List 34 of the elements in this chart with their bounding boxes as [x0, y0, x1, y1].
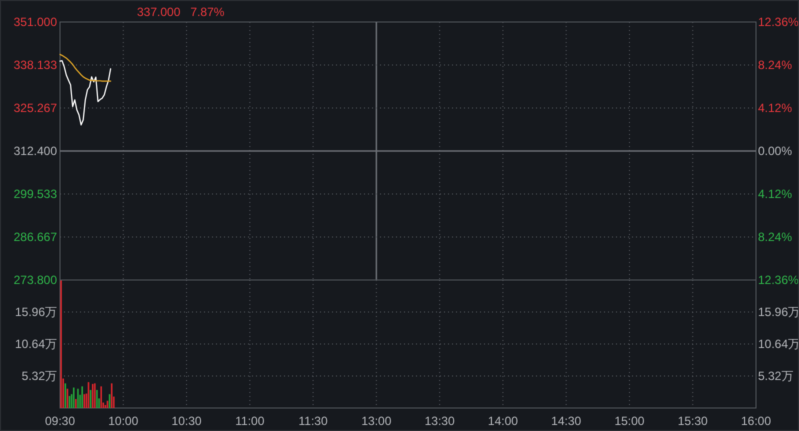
x-tick-label: 14:00	[488, 414, 518, 428]
y2-tick-label: 12.36%	[758, 273, 799, 287]
x-tick-label: 13:00	[361, 414, 392, 428]
x-tick-label: 15:30	[678, 414, 708, 428]
x-tick-label: 13:30	[424, 414, 455, 428]
x-tick-label: 10:30	[172, 414, 202, 428]
x-tick-label: 10:00	[108, 414, 139, 428]
y2-tick-label: 0.00%	[758, 144, 792, 158]
x-tick-label: 11:30	[298, 414, 328, 428]
y2-tick-label: 4.12%	[758, 101, 792, 115]
y2-tick-label: 8.24%	[758, 230, 792, 244]
line-series	[59, 54, 112, 82]
text: 7.87%	[190, 5, 225, 19]
text: 337.000	[137, 5, 181, 19]
y2-tick-label: 8.24%	[758, 58, 792, 72]
y-tick-label: 325.267	[14, 101, 58, 115]
y-tick-label: 351.000	[14, 15, 58, 29]
y-tick-label: 15.96万	[14, 305, 57, 319]
y-tick-label: 10.64万	[14, 337, 57, 351]
y-tick-label: 312.400	[14, 144, 58, 158]
y2-tick-label: 5.32万	[758, 369, 794, 383]
y2-tick-label: 4.12%	[758, 187, 792, 201]
y-tick-label: 286.667	[14, 230, 58, 244]
y-tick-label: 5.32万	[22, 369, 57, 383]
x-tick-label: 15:00	[614, 414, 645, 428]
line-series	[59, 60, 112, 126]
x-tick-label: 09:30	[44, 414, 76, 428]
x-tick-label: 14:30	[551, 414, 582, 428]
y2-tick-label: 12.36%	[758, 15, 799, 29]
y-tick-label: 338.133	[14, 58, 58, 72]
y-tick-label: 273.800	[14, 273, 58, 287]
y-tick-label: 299.533	[14, 187, 58, 201]
x-tick-label: 11:00	[235, 414, 265, 428]
x-tick-label: 16:00	[740, 414, 772, 428]
